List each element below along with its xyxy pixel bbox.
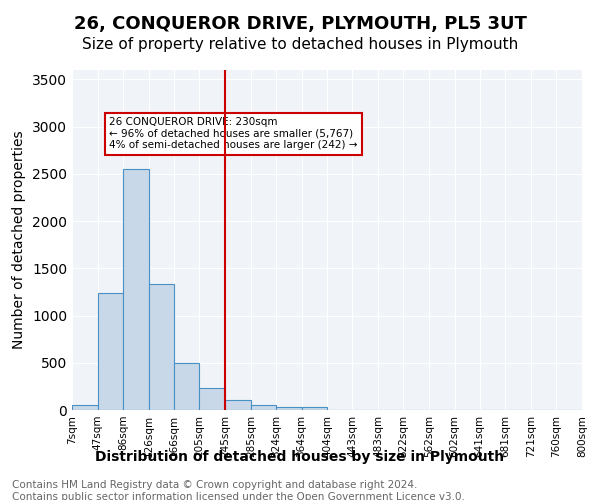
Text: Distribution of detached houses by size in Plymouth: Distribution of detached houses by size …: [95, 450, 505, 464]
Bar: [225, 400, 251, 410]
Bar: [174, 363, 199, 410]
Text: 26, CONQUEROR DRIVE, PLYMOUTH, PL5 3UT: 26, CONQUEROR DRIVE, PLYMOUTH, PL5 3UT: [74, 15, 526, 33]
Bar: [149, 284, 174, 410]
Bar: [302, 407, 328, 410]
Bar: [72, 406, 98, 410]
Text: 26 CONQUEROR DRIVE: 230sqm
← 96% of detached houses are smaller (5,767)
4% of se: 26 CONQUEROR DRIVE: 230sqm ← 96% of deta…: [109, 117, 358, 150]
Bar: [123, 169, 149, 410]
Y-axis label: Number of detached properties: Number of detached properties: [13, 130, 26, 350]
Bar: [251, 406, 276, 410]
Bar: [98, 293, 123, 410]
Bar: [276, 407, 302, 410]
Bar: [199, 388, 225, 410]
Text: Contains HM Land Registry data © Crown copyright and database right 2024.
Contai: Contains HM Land Registry data © Crown c…: [12, 480, 465, 500]
Text: Size of property relative to detached houses in Plymouth: Size of property relative to detached ho…: [82, 38, 518, 52]
